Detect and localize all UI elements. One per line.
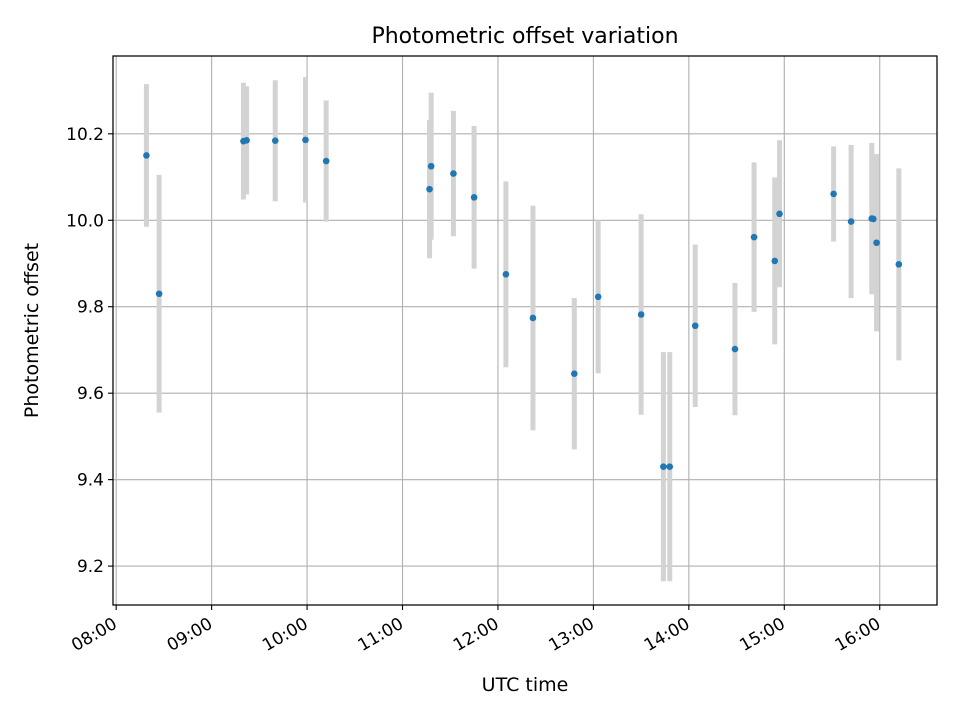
data-point bbox=[691, 322, 699, 330]
data-point bbox=[750, 233, 758, 241]
y-tick-label: 9.2 bbox=[77, 557, 104, 577]
data-point bbox=[895, 261, 903, 268]
x-axis-label: UTC time bbox=[482, 674, 569, 696]
data-point bbox=[571, 370, 578, 378]
data-point bbox=[637, 311, 645, 318]
y-tick-label: 9.8 bbox=[77, 298, 104, 318]
axes-frame bbox=[112, 55, 938, 606]
data-point bbox=[302, 136, 309, 144]
y-tick-label: 10.0 bbox=[66, 211, 104, 231]
x-tick-label: 09:00 bbox=[164, 614, 216, 656]
data-point bbox=[660, 463, 667, 470]
y-tick-label: 9.4 bbox=[77, 471, 104, 491]
grid-lines bbox=[113, 56, 937, 605]
y-tick-label: 9.6 bbox=[77, 384, 104, 404]
x-tick-label: 16:00 bbox=[832, 614, 884, 656]
data-point bbox=[243, 136, 250, 144]
data-point bbox=[322, 157, 330, 165]
y-axis-label: Photometric offset bbox=[21, 243, 43, 418]
data-point bbox=[271, 137, 279, 145]
data-point bbox=[529, 314, 537, 322]
data-point bbox=[427, 162, 435, 170]
data-point bbox=[870, 215, 877, 223]
x-tick-label: 15:00 bbox=[736, 614, 788, 656]
data-point bbox=[771, 257, 779, 265]
chart-title: Photometric offset variation bbox=[371, 24, 678, 49]
data-point bbox=[776, 210, 783, 218]
data-point bbox=[594, 293, 602, 301]
data-point bbox=[830, 190, 837, 198]
error-bars bbox=[143, 77, 902, 582]
data-point bbox=[666, 463, 674, 470]
data-points bbox=[143, 136, 903, 470]
x-tick-label: 14:00 bbox=[641, 614, 693, 656]
data-point bbox=[470, 194, 478, 201]
data-point bbox=[426, 185, 433, 193]
data-point bbox=[847, 218, 855, 225]
data-point bbox=[155, 290, 163, 298]
x-tick-label: 11:00 bbox=[355, 614, 407, 656]
x-tick-label: 12:00 bbox=[450, 614, 502, 656]
x-tick-label: 10:00 bbox=[259, 614, 311, 656]
data-point bbox=[873, 239, 880, 247]
x-tick-label: 13:00 bbox=[545, 614, 597, 656]
x-tick-label: 08:00 bbox=[68, 614, 120, 656]
y-tick-label: 10.2 bbox=[66, 125, 104, 145]
data-point bbox=[502, 271, 510, 278]
data-point bbox=[450, 170, 457, 177]
data-point bbox=[143, 152, 150, 159]
data-point bbox=[731, 345, 739, 353]
